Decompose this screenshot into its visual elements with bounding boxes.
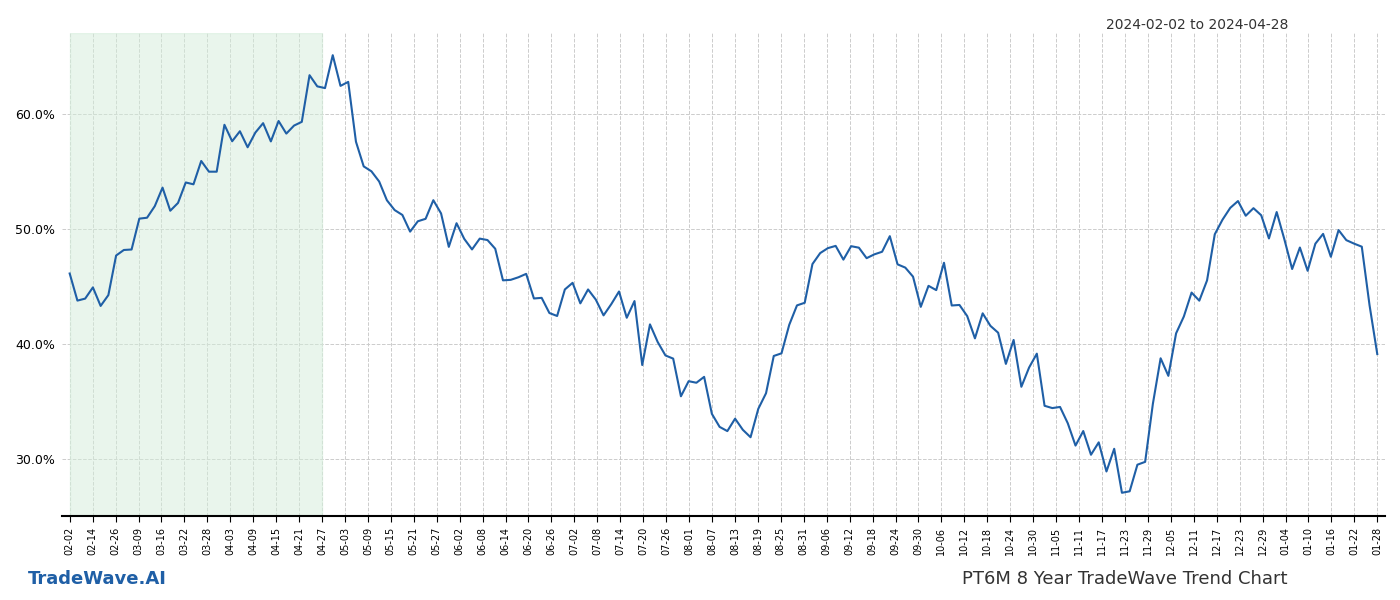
Text: TradeWave.AI: TradeWave.AI (28, 570, 167, 588)
Text: 2024-02-02 to 2024-04-28: 2024-02-02 to 2024-04-28 (1106, 18, 1288, 32)
Bar (70, 33, 322, 516)
Text: PT6M 8 Year TradeWave Trend Chart: PT6M 8 Year TradeWave Trend Chart (963, 570, 1288, 588)
